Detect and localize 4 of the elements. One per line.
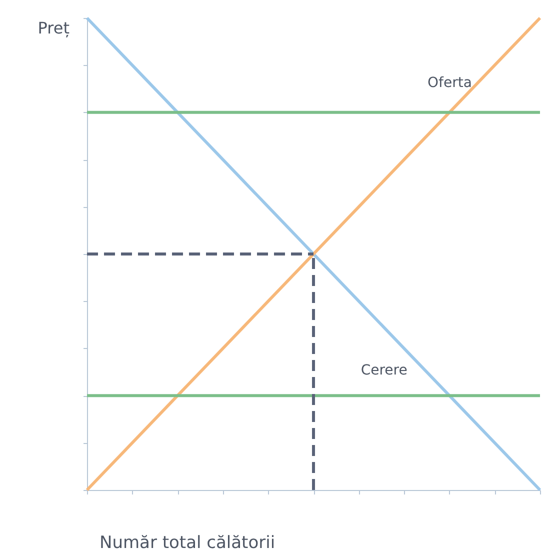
series-label: Cerere xyxy=(360,362,408,378)
y-axis-title: Preț xyxy=(38,18,70,38)
series-label: Oferta xyxy=(428,75,472,92)
x-axis-title: Număr total călătorii xyxy=(100,533,276,553)
